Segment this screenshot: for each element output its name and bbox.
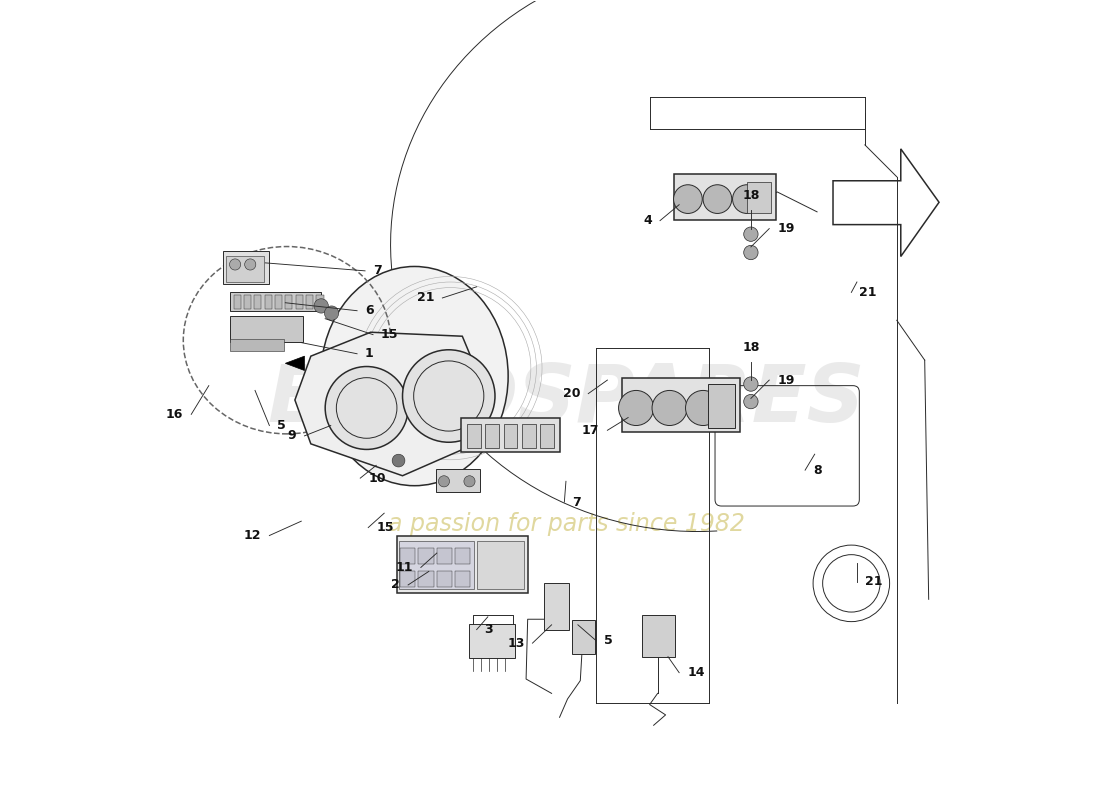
Bar — [400, 548, 416, 564]
Bar — [572, 620, 595, 654]
Bar — [522, 424, 536, 448]
Bar — [455, 548, 471, 564]
Bar — [437, 548, 452, 564]
Text: 18: 18 — [742, 190, 760, 202]
Text: a passion for parts since 1982: a passion for parts since 1982 — [387, 511, 745, 535]
Circle shape — [314, 298, 329, 313]
Circle shape — [733, 185, 761, 214]
Text: 1: 1 — [365, 347, 374, 360]
Bar — [397, 535, 528, 593]
Circle shape — [703, 185, 732, 214]
Circle shape — [403, 350, 495, 442]
Bar — [398, 541, 474, 589]
Bar — [230, 338, 284, 351]
Circle shape — [618, 390, 653, 426]
Circle shape — [652, 390, 688, 426]
Text: 21: 21 — [859, 286, 877, 299]
Bar — [223, 251, 270, 285]
Bar — [641, 615, 675, 657]
Bar — [621, 378, 739, 432]
Circle shape — [744, 246, 758, 260]
Bar — [230, 316, 302, 342]
Bar — [418, 570, 433, 586]
Circle shape — [673, 185, 702, 214]
Text: 5: 5 — [604, 634, 613, 647]
Circle shape — [744, 394, 758, 409]
Text: 21: 21 — [865, 575, 882, 588]
Bar — [265, 294, 272, 309]
Circle shape — [326, 366, 408, 450]
Text: 2: 2 — [392, 578, 400, 591]
Text: 15: 15 — [381, 328, 398, 341]
Text: 20: 20 — [563, 387, 581, 400]
Text: 3: 3 — [485, 623, 493, 636]
Bar — [708, 384, 735, 428]
Bar — [485, 424, 499, 448]
Circle shape — [744, 227, 758, 242]
Bar — [437, 570, 452, 586]
Circle shape — [244, 259, 256, 270]
Text: 6: 6 — [365, 304, 374, 318]
Circle shape — [685, 390, 720, 426]
Polygon shape — [285, 356, 305, 370]
Bar — [476, 541, 525, 589]
Bar — [226, 257, 264, 282]
Ellipse shape — [321, 266, 508, 486]
Bar — [244, 294, 251, 309]
Text: EUROSPARES: EUROSPARES — [267, 361, 865, 439]
Text: 4: 4 — [644, 214, 652, 227]
Text: 12: 12 — [244, 529, 262, 542]
Text: 9: 9 — [288, 430, 297, 442]
Bar — [469, 624, 515, 658]
Text: 21: 21 — [417, 291, 434, 305]
Text: 14: 14 — [688, 666, 705, 679]
Bar — [254, 294, 262, 309]
Circle shape — [324, 306, 339, 320]
Text: 15: 15 — [376, 521, 394, 534]
Bar — [540, 424, 554, 448]
Text: 19: 19 — [778, 222, 794, 235]
Text: 18: 18 — [742, 341, 760, 354]
Text: 19: 19 — [778, 374, 794, 386]
Polygon shape — [295, 332, 482, 476]
Bar — [461, 418, 560, 452]
Bar — [400, 570, 416, 586]
Circle shape — [744, 377, 758, 391]
Circle shape — [392, 454, 405, 467]
Bar — [673, 174, 775, 220]
Bar — [504, 424, 517, 448]
Bar — [418, 548, 433, 564]
Bar — [233, 294, 241, 309]
Text: 5: 5 — [277, 419, 286, 432]
Text: 8: 8 — [813, 464, 822, 477]
Text: 16: 16 — [166, 408, 184, 421]
Bar — [543, 583, 569, 630]
Text: 13: 13 — [507, 637, 525, 650]
Text: 7: 7 — [572, 495, 581, 509]
Text: 7: 7 — [373, 264, 382, 278]
Text: 10: 10 — [368, 472, 386, 485]
Bar — [317, 294, 323, 309]
Text: 17: 17 — [582, 424, 600, 437]
Circle shape — [439, 476, 450, 487]
Circle shape — [464, 476, 475, 487]
Bar — [306, 294, 313, 309]
Bar — [747, 182, 771, 214]
Bar — [230, 291, 321, 310]
Bar — [455, 570, 471, 586]
Text: 11: 11 — [395, 561, 412, 574]
Bar — [275, 294, 282, 309]
Bar — [468, 424, 481, 448]
Bar — [296, 294, 303, 309]
Circle shape — [230, 259, 241, 270]
Bar — [285, 294, 293, 309]
Bar — [436, 470, 480, 492]
